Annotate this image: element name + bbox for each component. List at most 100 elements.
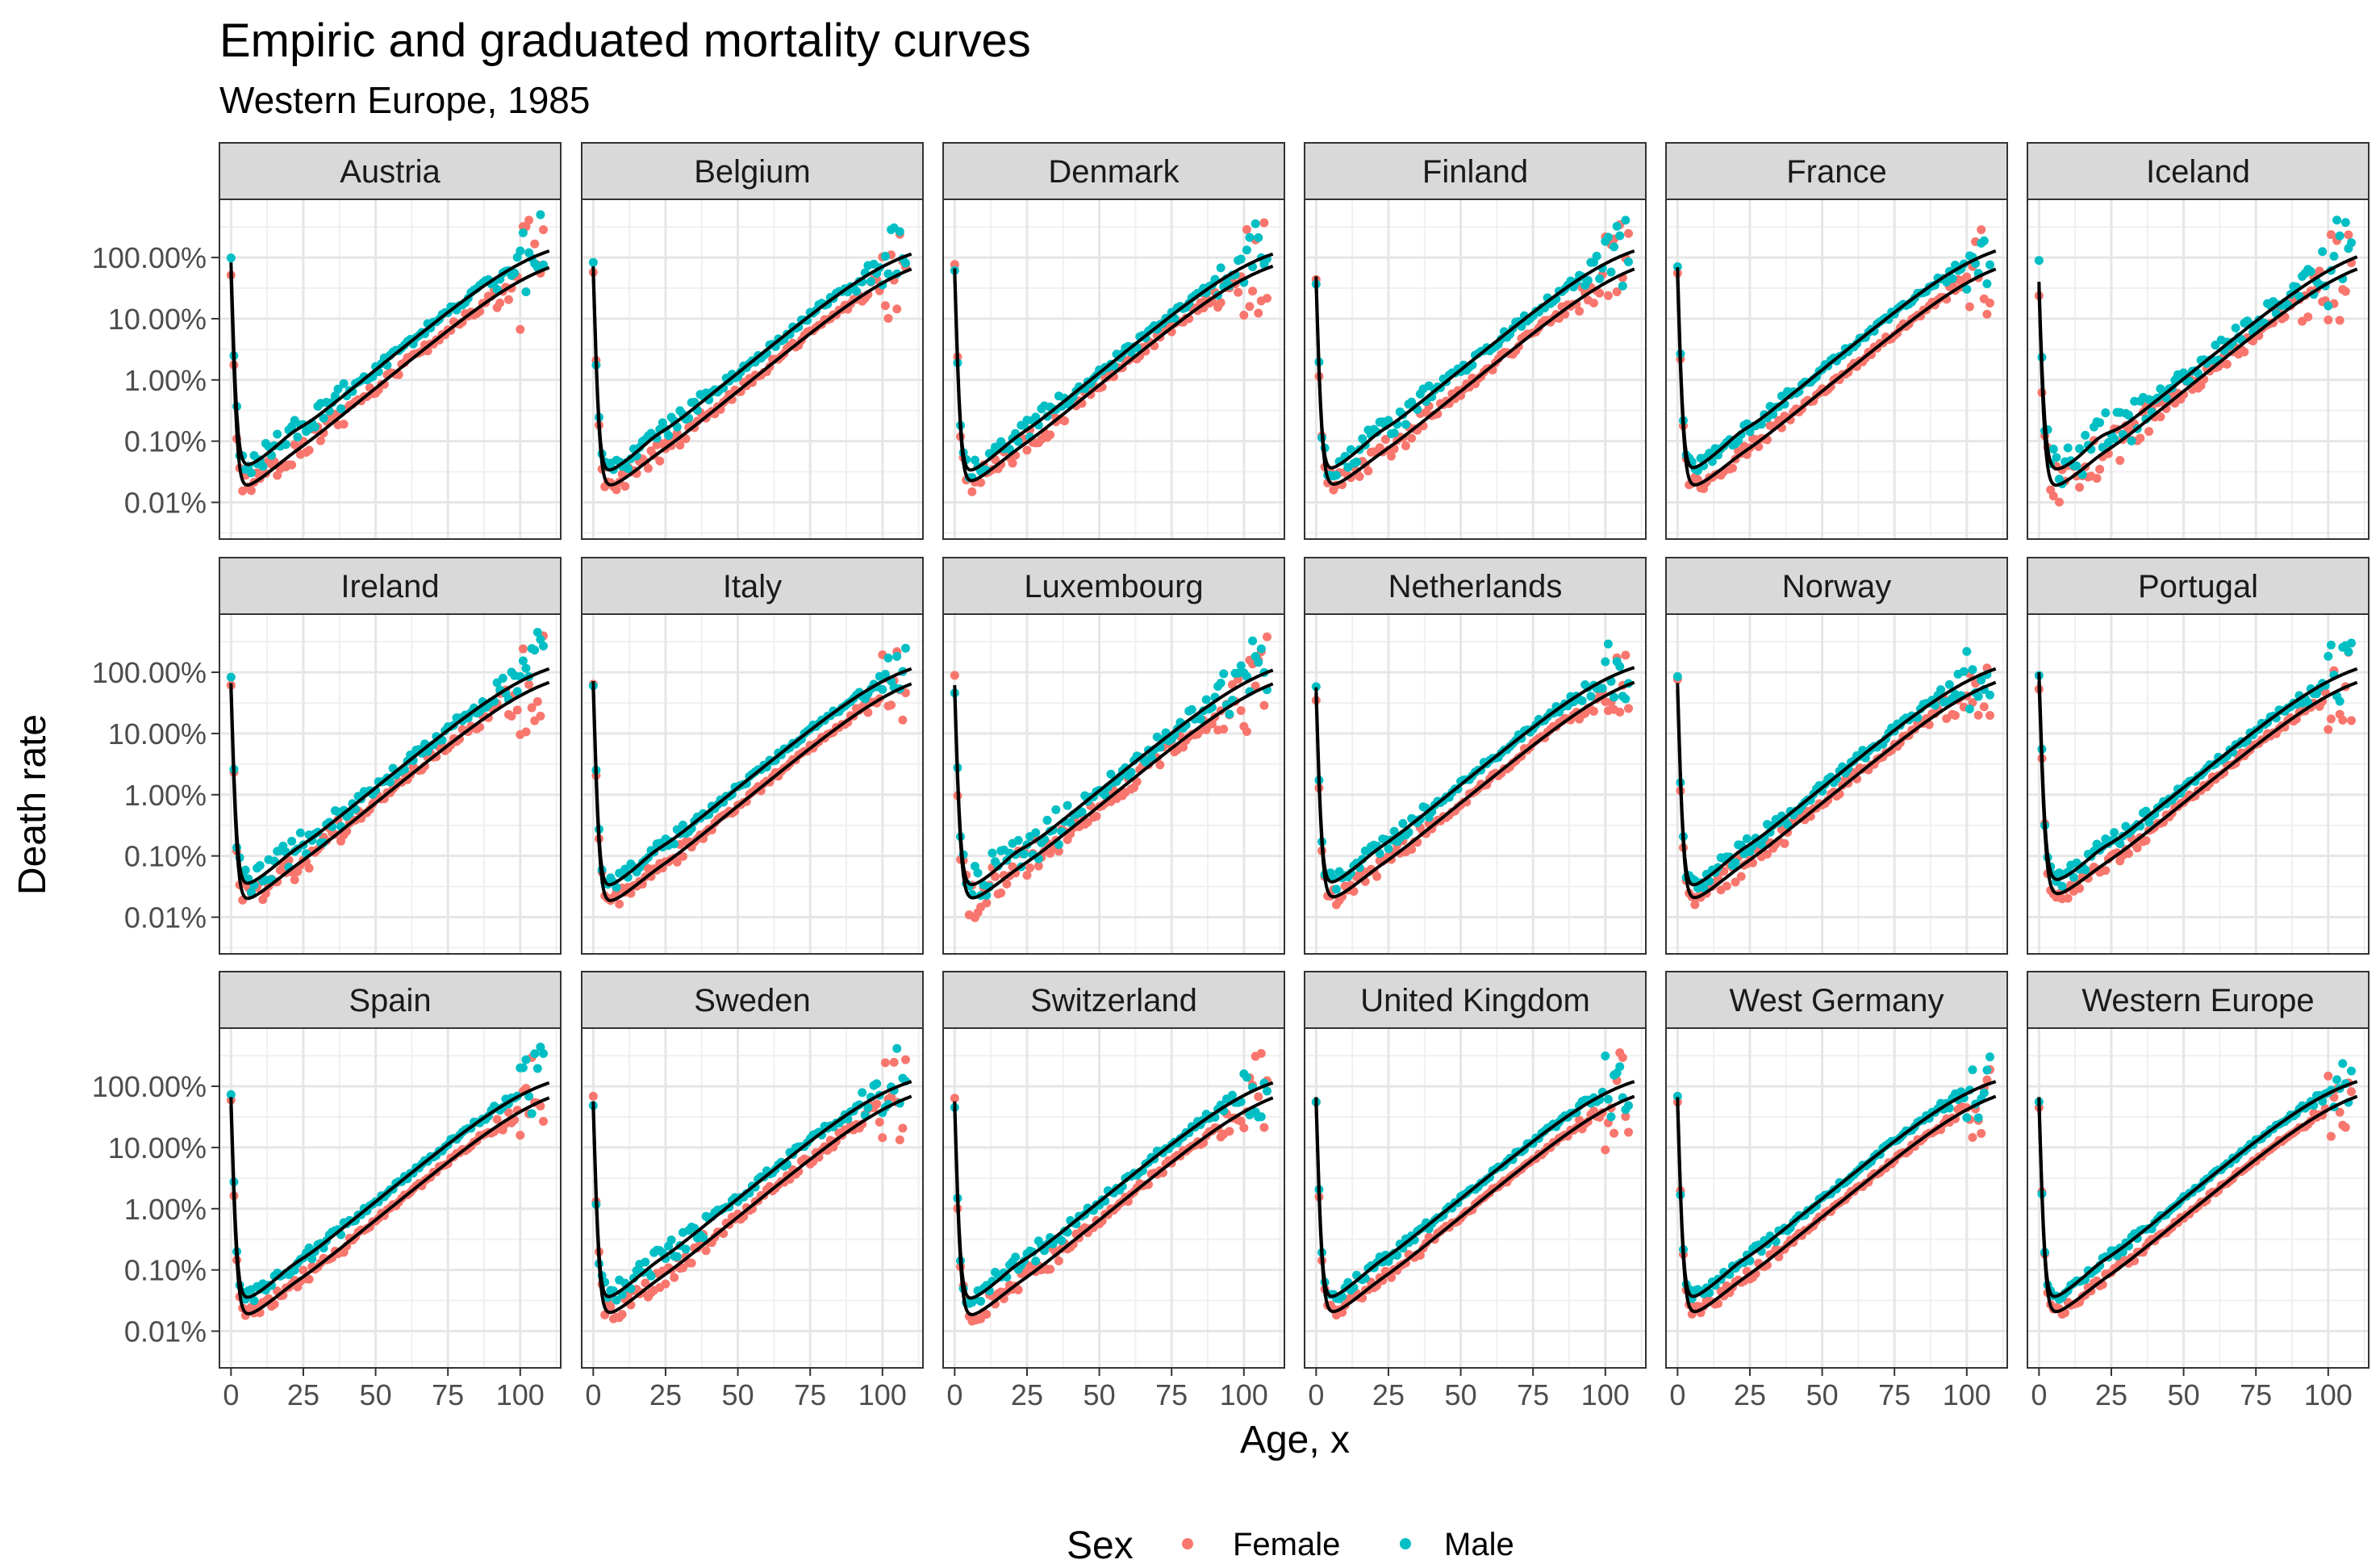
point-female [2115, 456, 2125, 466]
point-female [290, 875, 299, 884]
point-male [1031, 828, 1041, 838]
point-female [287, 460, 297, 470]
point-male [532, 627, 542, 637]
facet-grid: Austria 0.01% 0.10% 1.00% 10.00% 100.00% Belgi… [92, 142, 2370, 1411]
point-female [1259, 1123, 1269, 1132]
facet-label: Finland [1422, 154, 1528, 190]
y-tick-label: 10.00% [108, 1131, 207, 1165]
facet-strip [581, 142, 924, 200]
graduated-curve-male [591, 667, 912, 887]
y-tick-label: 10.00% [108, 717, 207, 751]
point-male [1577, 696, 1587, 705]
point-male [2324, 651, 2333, 661]
point-male [1615, 662, 1625, 671]
point-female [1054, 1256, 1063, 1265]
point-female [1242, 726, 1251, 736]
panel-background [943, 1028, 1284, 1368]
point-female [1780, 838, 1789, 848]
point-female [1236, 1116, 1246, 1126]
point-female [1355, 472, 1364, 482]
point-female [1603, 291, 1613, 300]
point-male [1615, 1062, 1625, 1072]
panel-border [581, 1027, 924, 1369]
point-female [2324, 1071, 2333, 1081]
point-female [620, 482, 630, 491]
point-female [1690, 900, 1700, 909]
point-male [2332, 1075, 2342, 1085]
point-male [1077, 807, 1087, 817]
point-female [701, 1246, 711, 1256]
panel-border [2027, 1027, 2370, 1369]
point-male [883, 269, 893, 278]
point-female [2132, 843, 2142, 853]
point-male [2048, 445, 2058, 454]
point-male [1595, 274, 1605, 283]
panel-border [942, 199, 1285, 540]
point-female [950, 1093, 959, 1103]
panel-sweden: Sweden 0 25 50 75 100 [581, 971, 924, 1411]
point-male [1227, 1090, 1237, 1100]
point-male [2346, 238, 2356, 248]
point-female [687, 1258, 696, 1268]
point-male [1389, 429, 1399, 438]
point-female [1155, 760, 1165, 770]
facet-strip [2027, 142, 2370, 200]
panel-border [2027, 613, 2370, 955]
graduated-curve-male [1314, 249, 1635, 470]
point-male [2095, 418, 2105, 428]
point-male [2332, 215, 2342, 225]
point-female [672, 857, 682, 867]
point-male [510, 268, 520, 278]
panel-background [582, 1028, 923, 1368]
panel-border [1665, 199, 2008, 540]
panel-border [1304, 1027, 1647, 1369]
point-male [240, 865, 250, 875]
point-female [2326, 714, 2336, 724]
point-male [681, 1244, 691, 1254]
point-female [538, 1116, 548, 1126]
point-male [612, 1295, 621, 1305]
graduated-curve-female [953, 265, 1274, 483]
panel-border [2027, 199, 2370, 540]
point-male [1610, 242, 1619, 252]
point-male [1011, 1252, 1021, 1262]
point-female [2335, 316, 2345, 325]
facet-strip [219, 142, 562, 200]
panel-background [1305, 199, 1646, 539]
point-male [226, 253, 236, 263]
point-female [2240, 347, 2249, 357]
point-male [1242, 671, 1251, 681]
point-female [495, 298, 505, 307]
point-male [1311, 682, 1321, 692]
graduated-curve-male [229, 1081, 550, 1299]
point-female [641, 1278, 650, 1288]
point-female [536, 711, 545, 721]
panel-background [582, 199, 923, 539]
point-male [1977, 675, 1986, 685]
point-female [1621, 1112, 1631, 1122]
point-male [588, 257, 598, 267]
legend-key-male [1400, 1538, 1411, 1549]
point-female [1601, 1145, 1610, 1155]
graduated-curve-male [1676, 1080, 1997, 1298]
data-points [950, 1048, 1271, 1326]
point-female [1727, 463, 1737, 473]
point-male [1756, 420, 1766, 429]
panel-portugal: Portugal [2027, 557, 2370, 955]
point-male [1672, 261, 1682, 271]
panel-background [1305, 614, 1646, 954]
panel-border [1665, 1027, 2008, 1369]
facet-label: United Kingdom [1360, 983, 1590, 1018]
x-tick-label: 50 [2168, 1378, 2200, 1411]
facet-strip [942, 557, 1285, 615]
point-male [249, 1296, 259, 1306]
x-tick-label: 25 [649, 1378, 682, 1411]
point-female [516, 324, 525, 334]
point-female [1256, 1048, 1266, 1058]
point-female [269, 1299, 279, 1309]
point-female [503, 295, 513, 304]
panel-iceland: Iceland [2027, 142, 2370, 540]
point-male [2063, 443, 2073, 453]
point-male [333, 384, 343, 394]
point-male [290, 1265, 299, 1275]
